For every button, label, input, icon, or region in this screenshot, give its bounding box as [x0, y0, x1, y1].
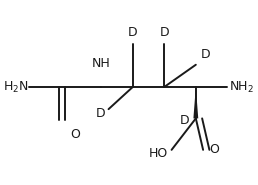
Polygon shape [194, 87, 198, 118]
Text: HO: HO [149, 147, 168, 160]
Text: D: D [95, 107, 105, 120]
Text: D: D [128, 26, 138, 39]
Text: D: D [159, 26, 169, 39]
Text: D: D [201, 48, 210, 61]
Text: D: D [180, 114, 190, 127]
Text: O: O [70, 128, 80, 141]
Text: H$_2$N: H$_2$N [3, 79, 29, 95]
Text: O: O [209, 143, 219, 156]
Text: NH: NH [92, 57, 111, 70]
Text: NH$_2$: NH$_2$ [229, 79, 254, 95]
